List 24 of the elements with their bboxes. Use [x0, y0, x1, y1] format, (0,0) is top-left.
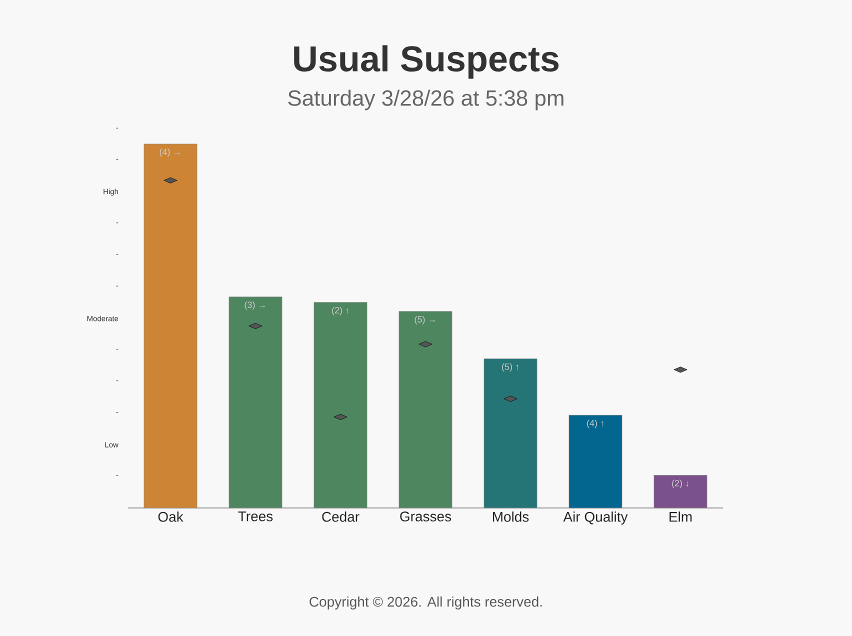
text: Copyright © 2026. All rights reserved.: [310, 596, 542, 610]
x-tick-label: Elm: [670, 512, 692, 522]
bar: [654, 475, 708, 508]
x-tick-label: Oak: [158, 512, 184, 522]
x-tick-label: Cedar: [322, 512, 360, 522]
bar: [484, 358, 538, 508]
bar: [568, 414, 622, 508]
annotation: (4) →: [160, 148, 180, 157]
x-tick-label: Air Quality: [563, 512, 628, 525]
annotation: (5) ↑: [502, 363, 518, 372]
bar: [228, 296, 282, 508]
x-tick-label: Trees: [238, 512, 273, 522]
annotation: (2) ↑: [332, 306, 348, 316]
chart-title: Usual Suspects: [294, 45, 559, 79]
chart-subtitle: Saturday 3/28/26 at 5:38 pm: [288, 90, 564, 110]
x-tick-label: Grasses: [400, 512, 452, 522]
annotation: (2) ↓: [672, 480, 688, 488]
bar: [314, 302, 368, 508]
bar: [144, 144, 198, 508]
bar: [398, 311, 452, 508]
annotation: (3) →: [244, 301, 265, 310]
annotation: (4) ↑: [587, 420, 604, 428]
x-tick-label: Molds: [492, 512, 529, 522]
annotation: (5) →: [414, 316, 435, 324]
